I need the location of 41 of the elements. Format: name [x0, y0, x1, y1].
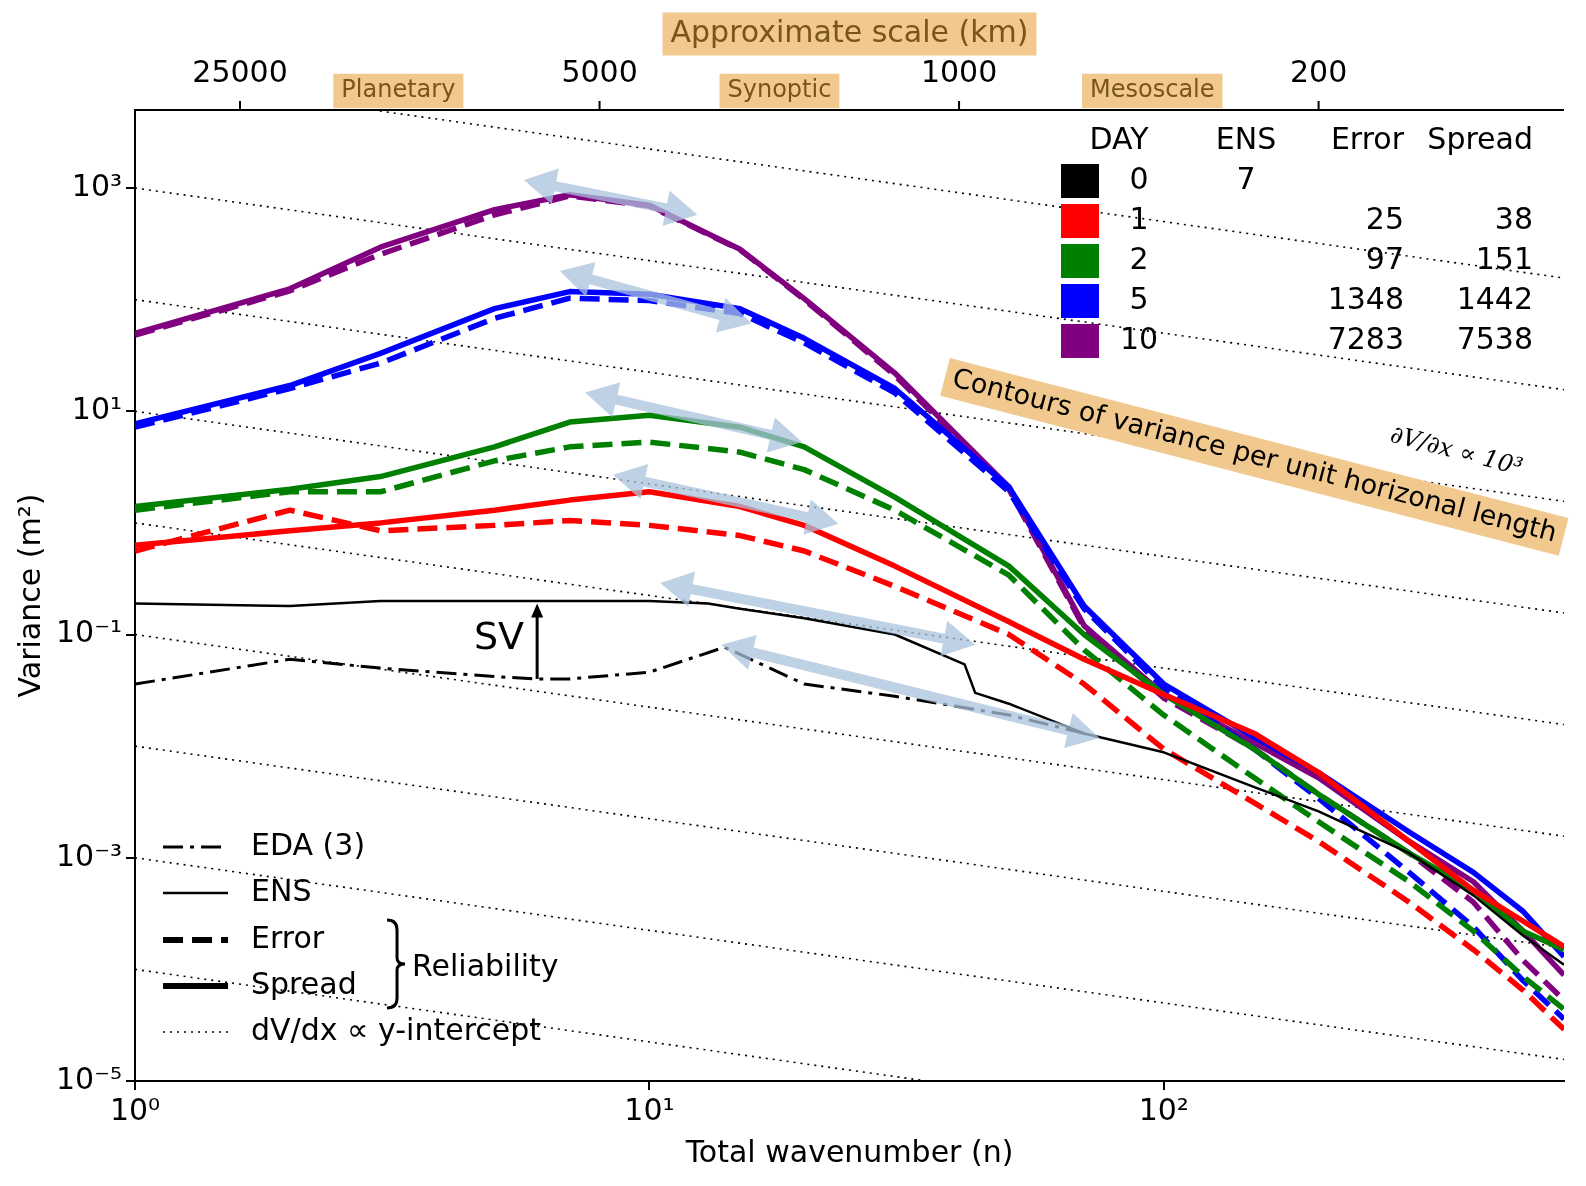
y-tick-label: 10⁻³ [55, 837, 123, 873]
y-axis-title: Variance (m²) [11, 493, 47, 698]
legend-label: 0 [1129, 160, 1149, 196]
annotation: DAY [1089, 120, 1150, 156]
legend-label: 2 [1129, 240, 1149, 276]
annotation: 7538 [1456, 320, 1533, 356]
legend-label: 5 [1129, 280, 1149, 316]
text: Planetary [341, 75, 456, 104]
annotation: Error [251, 919, 325, 955]
text: 5000 [561, 53, 638, 89]
annotation: 1442 [1456, 280, 1533, 316]
annotation: 38 [1494, 200, 1533, 236]
text: Mesoscale [1090, 75, 1215, 104]
annotation: 7283 [1327, 320, 1404, 356]
annotation: EDA (3) [251, 826, 366, 862]
text: Synoptic [727, 75, 832, 104]
annotation: 7 [1236, 160, 1256, 196]
text: 1000 [920, 53, 998, 89]
annotation: 1348 [1327, 280, 1404, 316]
annotation: SV [473, 614, 525, 659]
annotation: Spread [1427, 120, 1533, 156]
x-tick-label: 10² [1138, 1091, 1189, 1127]
y-tick-label: 10¹ [71, 391, 123, 427]
x-axis-title: Total wavenumber (n) [684, 1133, 1014, 1169]
y-tick-label: 10⁻¹ [55, 614, 123, 650]
x2-axis-title: Approximate scale (km) [670, 13, 1029, 49]
annotation: 25 [1365, 200, 1404, 236]
text: 200 [1289, 53, 1348, 89]
annotation: ENS [251, 872, 312, 908]
y-tick-label: 10³ [71, 167, 123, 203]
annotation: 151 [1475, 240, 1533, 276]
annotation: 97 [1365, 240, 1404, 276]
annotation: dV/dx ∝ y-intercept [251, 1011, 542, 1047]
annotation: Reliability [412, 947, 559, 983]
annotation: Spread [251, 965, 357, 1001]
annotation: Error [1330, 120, 1405, 156]
text: 25000 [192, 53, 288, 89]
annotation: ENS [1215, 120, 1277, 156]
x-tick-label: 10¹ [624, 1091, 675, 1127]
legend-label: 10 [1119, 320, 1159, 356]
legend-label: 1 [1129, 200, 1149, 236]
